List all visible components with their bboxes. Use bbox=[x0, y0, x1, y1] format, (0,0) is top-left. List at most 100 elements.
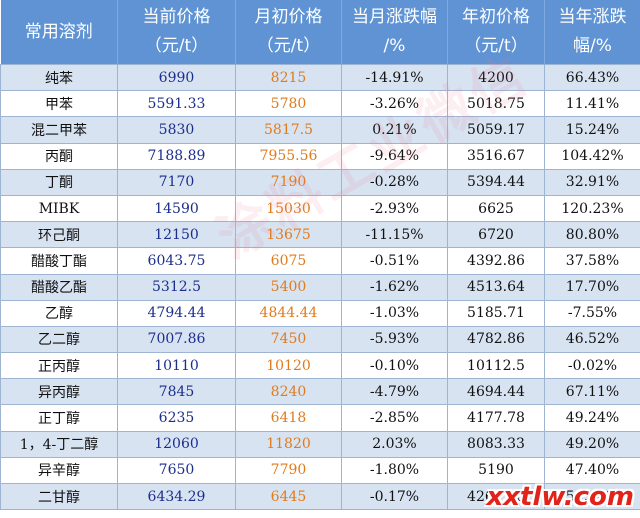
year-change-cell: 49.20% bbox=[544, 430, 640, 458]
year-start-price-cell: 4262.86 bbox=[447, 482, 545, 511]
year-change-cell: 32.91% bbox=[544, 168, 640, 196]
month-change-cell: -2.85% bbox=[341, 404, 448, 432]
header-current-price: 当前价格 （元/t） bbox=[117, 0, 236, 65]
solvent-name-cell: 甲苯 bbox=[0, 90, 118, 118]
header-month-change: 当月涨跌幅/% bbox=[341, 0, 448, 65]
year-start-price-cell: 4177.78 bbox=[447, 404, 545, 432]
month-change-cell: -9.64% bbox=[341, 142, 448, 170]
month-change-cell: 2.03% bbox=[341, 430, 448, 458]
year-start-price-cell: 4392.86 bbox=[447, 247, 545, 275]
month-start-price-cell: 6075 bbox=[235, 247, 342, 275]
year-start-price-cell: 5185.71 bbox=[447, 299, 545, 327]
current-price-cell: 6043.75 bbox=[117, 247, 236, 275]
month-start-price-cell: 15030 bbox=[235, 194, 342, 223]
month-change-cell: 0.21% bbox=[341, 116, 448, 144]
year-change-cell: 50.94% bbox=[544, 482, 640, 511]
current-price-cell: 7007.86 bbox=[117, 325, 236, 354]
current-price-cell: 7170 bbox=[117, 168, 236, 196]
month-change-cell: -1.62% bbox=[341, 273, 448, 301]
table-row: MIBK 14590 15030 -2.93% 6625 120.23% bbox=[0, 194, 640, 223]
month-change-cell: -0.10% bbox=[341, 352, 448, 380]
header-year-start-price: 年初价格 （元/t） bbox=[447, 0, 545, 65]
year-start-price-cell: 3516.67 bbox=[447, 142, 545, 170]
current-price-cell: 5830 bbox=[117, 116, 236, 144]
year-start-price-cell: 4694.44 bbox=[447, 378, 545, 406]
month-change-cell: -0.17% bbox=[341, 482, 448, 511]
year-change-cell: 49.24% bbox=[544, 404, 640, 432]
month-start-price-cell: 7955.56 bbox=[235, 142, 342, 170]
header-month-start-price: 月初价格 （元/t） bbox=[235, 0, 342, 65]
month-start-price-cell: 7190 bbox=[235, 168, 342, 196]
solvent-name-cell: 丁酮 bbox=[0, 168, 118, 196]
month-change-cell: -0.51% bbox=[341, 247, 448, 275]
current-price-cell: 14590 bbox=[117, 194, 236, 223]
solvent-name-cell: 正丁醇 bbox=[0, 404, 118, 432]
year-start-price-cell: 6720 bbox=[447, 221, 545, 249]
year-change-cell: 11.41% bbox=[544, 90, 640, 118]
month-start-price-cell: 13675 bbox=[235, 221, 342, 249]
month-change-cell: -2.93% bbox=[341, 194, 448, 223]
current-price-cell: 7650 bbox=[117, 456, 236, 485]
year-start-price-cell: 5394.44 bbox=[447, 168, 545, 196]
table-row: 醋酸丁酯 6043.75 6075 -0.51% 4392.86 37.58% bbox=[0, 247, 640, 275]
solvent-name-cell: 正丙醇 bbox=[0, 352, 118, 380]
month-start-price-cell: 5780 bbox=[235, 90, 342, 118]
year-change-cell: 66.43% bbox=[544, 63, 640, 92]
month-start-price-cell: 6445 bbox=[235, 482, 342, 511]
year-change-cell: -7.55% bbox=[544, 299, 640, 327]
table-row: 甲苯 5591.33 5780 -3.26% 5018.75 11.41% bbox=[0, 90, 640, 118]
year-start-price-cell: 6625 bbox=[447, 194, 545, 223]
current-price-cell: 4794.44 bbox=[117, 299, 236, 327]
solvent-name-cell: 乙醇 bbox=[0, 299, 118, 327]
year-start-price-cell: 5018.75 bbox=[447, 90, 545, 118]
year-change-cell: 46.52% bbox=[544, 325, 640, 354]
month-start-price-cell: 10120 bbox=[235, 352, 342, 380]
current-price-cell: 5591.33 bbox=[117, 90, 236, 118]
table-row: 混二甲苯 5830 5817.5 0.21% 5059.17 15.24% bbox=[0, 116, 640, 144]
year-start-price-cell: 8083.33 bbox=[447, 430, 545, 458]
table-row: 异辛醇 7650 7790 -1.80% 5190 47.40% bbox=[0, 456, 640, 485]
year-start-price-cell: 10112.5 bbox=[447, 352, 545, 380]
year-start-price-cell: 4782.86 bbox=[447, 325, 545, 354]
year-change-cell: 17.70% bbox=[544, 273, 640, 301]
current-price-cell: 6434.29 bbox=[117, 482, 236, 511]
table-row: 正丙醇 10110 10120 -0.10% 10112.5 -0.02% bbox=[0, 352, 640, 380]
month-change-cell: -1.03% bbox=[341, 299, 448, 327]
table-row: 异丙醇 7845 8240 -4.79% 4694.44 67.11% bbox=[0, 378, 640, 406]
table-body: 纯苯 6990 8215 -14.91% 4200 66.43% 甲苯 5591.33 5780… bbox=[0, 63, 640, 511]
month-change-cell: -5.93% bbox=[341, 325, 448, 354]
month-start-price-cell: 8215 bbox=[235, 63, 342, 92]
month-start-price-cell: 7790 bbox=[235, 456, 342, 485]
header-year-change: 当年涨跌 幅/% bbox=[544, 0, 640, 65]
solvent-name-cell: 醋酸丁酯 bbox=[0, 247, 118, 275]
year-change-cell: 104.42% bbox=[544, 142, 640, 170]
year-start-price-cell: 4513.64 bbox=[447, 273, 545, 301]
year-change-cell: 80.80% bbox=[544, 221, 640, 249]
solvent-name-cell: 异辛醇 bbox=[0, 456, 118, 485]
month-change-cell: -1.80% bbox=[341, 456, 448, 485]
month-start-price-cell: 5817.5 bbox=[235, 116, 342, 144]
current-price-cell: 10110 bbox=[117, 352, 236, 380]
current-price-cell: 6235 bbox=[117, 404, 236, 432]
year-start-price-cell: 5059.17 bbox=[447, 116, 545, 144]
table-row: 环己酮 12150 13675 -11.15% 6720 80.80% bbox=[0, 221, 640, 249]
solvent-name-cell: 环己酮 bbox=[0, 221, 118, 249]
month-start-price-cell: 4844.44 bbox=[235, 299, 342, 327]
year-start-price-cell: 4200 bbox=[447, 63, 545, 92]
year-change-cell: 15.24% bbox=[544, 116, 640, 144]
month-start-price-cell: 5400 bbox=[235, 273, 342, 301]
month-change-cell: -14.91% bbox=[341, 63, 448, 92]
month-change-cell: -0.28% bbox=[341, 168, 448, 196]
month-change-cell: -11.15% bbox=[341, 221, 448, 249]
current-price-cell: 12060 bbox=[117, 430, 236, 458]
solvent-name-cell: 醋酸乙酯 bbox=[0, 273, 118, 301]
month-change-cell: -4.79% bbox=[341, 378, 448, 406]
table-row: 二甘醇 6434.29 6445 -0.17% 4262.86 50.94% bbox=[0, 482, 640, 511]
table-row: 纯苯 6990 8215 -14.91% 4200 66.43% bbox=[0, 63, 640, 92]
current-price-cell: 6990 bbox=[117, 63, 236, 92]
month-start-price-cell: 6418 bbox=[235, 404, 342, 432]
solvent-name-cell: 混二甲苯 bbox=[0, 116, 118, 144]
month-start-price-cell: 11820 bbox=[235, 430, 342, 458]
current-price-cell: 12150 bbox=[117, 221, 236, 249]
solvent-name-cell: 纯苯 bbox=[0, 63, 118, 92]
